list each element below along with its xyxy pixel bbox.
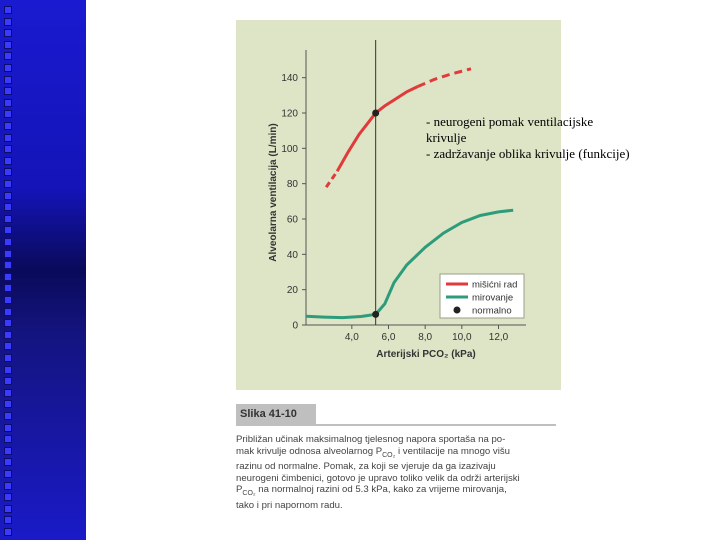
strip-square xyxy=(4,133,12,142)
x-tick-label: 12,0 xyxy=(489,332,509,343)
y-tick-label: 120 xyxy=(281,109,298,120)
strip-square xyxy=(4,342,12,351)
y-tick-label: 20 xyxy=(287,285,299,296)
x-axis-label: Arterijski PCO₂ (kPa) xyxy=(376,349,475,360)
y-tick-label: 140 xyxy=(281,73,298,84)
exercise-curve-dashed-start xyxy=(324,170,339,189)
strip-square xyxy=(4,284,12,293)
strip-square xyxy=(4,156,12,165)
strip-square xyxy=(4,40,12,49)
exercise-curve xyxy=(335,85,419,173)
y-tick-label: 80 xyxy=(287,179,299,190)
annotation-line-1: - neurogeni pomak ventilacijske xyxy=(426,114,594,129)
legend-swatch xyxy=(453,306,461,314)
legend-label: normalno xyxy=(472,306,512,317)
caption-line-5: PCO₂ na normalnoj razini od 5.3 kPa, kak… xyxy=(236,484,507,498)
caption-line-1: Približan učinak maksimalnog tjelesnog n… xyxy=(236,434,506,445)
normal-point xyxy=(372,109,380,117)
figure-caption-bar: Slika 41-10 xyxy=(236,404,556,426)
normal-point xyxy=(372,310,380,318)
strip-square xyxy=(4,446,12,455)
annotation-line-3: - zadržavanje oblika krivulje (funkcije) xyxy=(426,146,630,161)
strip-square xyxy=(4,307,12,316)
strip-square xyxy=(4,504,12,513)
strip-square xyxy=(4,145,12,154)
strip-square xyxy=(4,98,12,107)
strip-square xyxy=(4,6,12,14)
strip-square xyxy=(4,214,12,223)
y-tick-label: 0 xyxy=(292,321,298,332)
ventilation-chart: 0 20 40 60 80 100 120 140 4,0 6,0 8,0 10,0 12,0 Alveo… xyxy=(268,40,526,360)
y-tick-label: 60 xyxy=(287,215,299,226)
x-tick-label: 10,0 xyxy=(452,332,472,343)
slide-decoration-strip xyxy=(0,0,86,540)
strip-square xyxy=(4,64,12,72)
strip-square xyxy=(4,423,12,432)
strip-square xyxy=(4,330,12,339)
caption-line-4: neurogeni čimbenici, gotovo je upravo to… xyxy=(236,472,520,484)
strip-square xyxy=(4,481,12,490)
strip-square xyxy=(4,87,12,96)
strip-square xyxy=(4,354,12,362)
strip-square xyxy=(4,52,12,61)
y-axis-label: Alveolarna ventilacija (L/min) xyxy=(268,123,279,261)
strip-square xyxy=(4,388,12,397)
caption-line-6: tako i pri napornom radu. xyxy=(236,499,343,511)
slide-annotation: - neurogeni pomak ventilacijske krivulje… xyxy=(426,114,716,162)
strip-square xyxy=(4,226,12,235)
strip-square xyxy=(4,261,12,270)
exercise-curve-dashed-end xyxy=(417,67,472,88)
figure-panel: 0 20 40 60 80 100 120 140 4,0 6,0 8,0 10,0 12,0 Alveo… xyxy=(236,20,561,390)
caption-line-2: mak krivulje odnosa alveolarnog PCO₂ i v… xyxy=(236,445,510,459)
strip-square xyxy=(4,272,12,281)
annotation-line-2: krivulje xyxy=(426,130,467,145)
strip-square xyxy=(4,168,12,177)
strip-square xyxy=(4,435,12,444)
strip-square xyxy=(4,319,12,328)
x-tick-label: 4,0 xyxy=(345,332,359,343)
strip-square xyxy=(4,516,12,525)
strip-square xyxy=(4,203,12,212)
y-tick-label: 100 xyxy=(281,144,298,155)
figure-label: Slika 41-10 xyxy=(236,404,316,424)
strip-square xyxy=(4,180,12,188)
caption-divider xyxy=(236,424,556,426)
figure-caption: Približan učinak maksimalnog tjelesnog n… xyxy=(236,434,566,511)
strip-square xyxy=(4,249,12,258)
strip-square xyxy=(4,493,12,502)
strip-square xyxy=(4,238,12,246)
legend-label: mišićni rad xyxy=(472,280,517,291)
strip-square xyxy=(4,528,12,536)
strip-square xyxy=(4,296,12,304)
strip-square xyxy=(4,365,12,374)
strip-square xyxy=(4,122,12,130)
caption-line-3: razinu od normalne. Pomak, za koji se vj… xyxy=(236,461,496,473)
strip-square xyxy=(4,75,12,84)
strip-square xyxy=(4,17,12,26)
x-tick-label: 8,0 xyxy=(418,332,432,343)
strip-square xyxy=(4,191,12,200)
strip-square xyxy=(4,110,12,119)
y-tick-label: 40 xyxy=(287,250,299,261)
strip-square xyxy=(4,458,12,467)
x-tick-label: 6,0 xyxy=(382,332,396,343)
strip-square xyxy=(4,470,12,478)
strip-square xyxy=(4,377,12,386)
rest-curve xyxy=(305,208,514,320)
strip-square xyxy=(4,29,12,38)
strip-square xyxy=(4,400,12,409)
legend-label: mirovanje xyxy=(472,293,513,304)
strip-square xyxy=(4,412,12,420)
